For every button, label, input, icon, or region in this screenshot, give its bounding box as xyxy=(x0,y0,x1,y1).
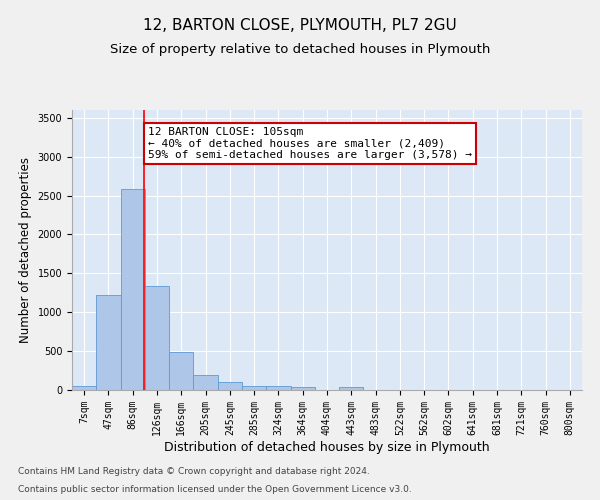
Y-axis label: Number of detached properties: Number of detached properties xyxy=(19,157,32,343)
Text: Contains HM Land Registry data © Crown copyright and database right 2024.: Contains HM Land Registry data © Crown c… xyxy=(18,467,370,476)
X-axis label: Distribution of detached houses by size in Plymouth: Distribution of detached houses by size … xyxy=(164,440,490,454)
Bar xyxy=(72,386,96,390)
Bar xyxy=(193,375,218,390)
Bar xyxy=(218,382,242,390)
Bar xyxy=(242,386,266,390)
Text: 12 BARTON CLOSE: 105sqm
← 40% of detached houses are smaller (2,409)
59% of semi: 12 BARTON CLOSE: 105sqm ← 40% of detache… xyxy=(148,127,472,160)
Bar xyxy=(121,190,145,390)
Text: Size of property relative to detached houses in Plymouth: Size of property relative to detached ho… xyxy=(110,42,490,56)
Text: Contains public sector information licensed under the Open Government Licence v3: Contains public sector information licen… xyxy=(18,485,412,494)
Bar xyxy=(145,286,169,390)
Bar xyxy=(169,352,193,390)
Bar xyxy=(266,386,290,390)
Bar xyxy=(96,295,121,390)
Text: 12, BARTON CLOSE, PLYMOUTH, PL7 2GU: 12, BARTON CLOSE, PLYMOUTH, PL7 2GU xyxy=(143,18,457,32)
Bar xyxy=(290,388,315,390)
Bar xyxy=(339,388,364,390)
